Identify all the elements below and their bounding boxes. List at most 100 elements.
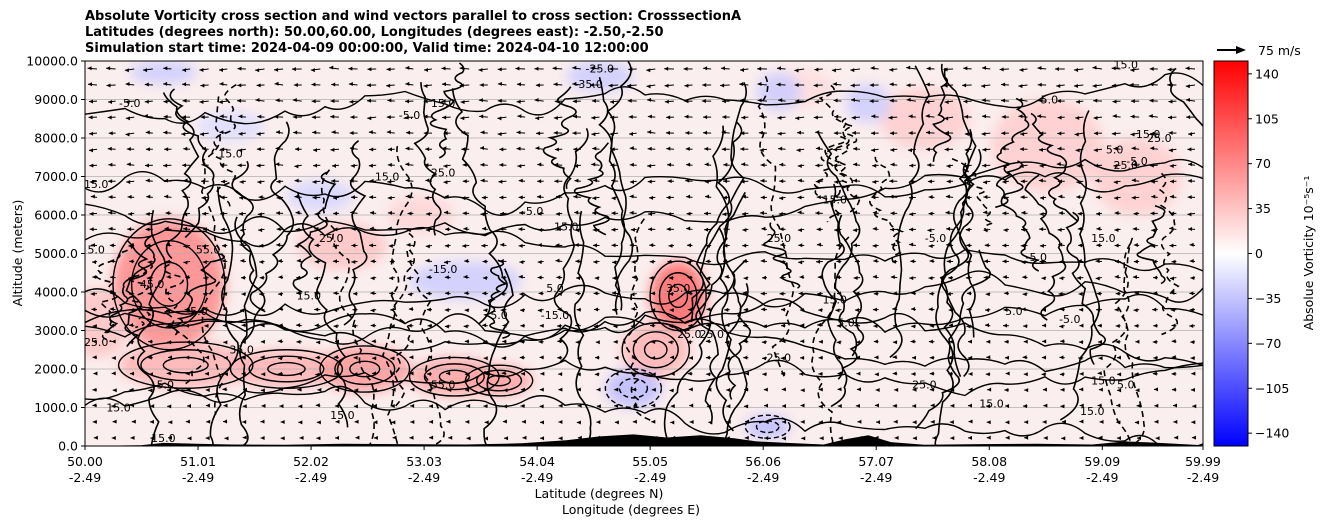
wind-vector-head	[818, 355, 823, 360]
wind-vector-head	[255, 98, 260, 103]
contour-label: 15.0	[823, 294, 848, 307]
wind-vector-head	[1153, 355, 1158, 360]
contour-ring	[632, 331, 679, 369]
wind-vector-head	[202, 227, 207, 232]
wind-vector-head	[780, 323, 785, 328]
contour-label: 15.0	[297, 290, 322, 303]
wind-vector-head	[1039, 131, 1044, 136]
wind-vector-head	[333, 227, 338, 232]
wind-vector-head	[703, 115, 708, 120]
wind-vector-head	[595, 355, 600, 360]
wind-vector-head	[295, 210, 300, 215]
wind-vector-head	[1190, 340, 1195, 345]
wind-vector-head	[779, 275, 784, 280]
wind-vector-head	[259, 260, 264, 265]
wind-vector-head	[670, 404, 675, 409]
wind-vector-head	[520, 323, 525, 328]
wind-vector-head	[797, 195, 802, 200]
wind-vector-head	[296, 339, 301, 344]
wind-vector-head	[577, 356, 582, 361]
wind-vector-head	[612, 276, 617, 281]
wind-vector-head	[876, 420, 881, 425]
wind-vector-head	[554, 147, 559, 152]
wind-vector-head	[576, 275, 581, 280]
wind-vector-head	[259, 243, 264, 248]
wind-vector-head	[278, 307, 283, 312]
wind-vector-head	[1057, 115, 1062, 120]
contour-line	[85, 158, 1203, 248]
contour-line	[695, 191, 746, 425]
wind-vector-head	[291, 67, 296, 72]
wind-vector-head	[1060, 404, 1065, 409]
wind-vector-head	[352, 324, 357, 329]
wind-vector-head	[90, 291, 95, 296]
wind-vector-head	[315, 403, 320, 408]
wind-vector-head	[1059, 355, 1064, 360]
wind-vector-head	[150, 404, 155, 409]
wind-vector-head	[90, 243, 95, 248]
wind-vector-head	[237, 163, 242, 168]
wind-vector-head	[540, 371, 545, 376]
wind-vector-head	[760, 258, 765, 263]
wind-vector-head	[797, 178, 802, 183]
wind-vector-head	[1093, 131, 1098, 136]
wind-vector-head	[92, 387, 97, 392]
wind-vector-head	[816, 259, 821, 264]
wind-vector-head	[555, 211, 560, 216]
wind-vector-head	[593, 307, 598, 312]
wind-vector-head	[128, 340, 133, 345]
wind-vector-head	[815, 130, 820, 135]
wind-vector-head	[483, 308, 488, 313]
wind-vector-head	[855, 403, 860, 408]
wind-vector-head	[201, 162, 206, 167]
wind-vector-head	[591, 98, 596, 103]
wind-vector-head	[611, 178, 616, 183]
wind-vector-head	[536, 194, 541, 199]
wind-vector-head	[705, 194, 710, 199]
wind-vector-head	[278, 323, 283, 328]
wind-vector-head	[909, 163, 914, 168]
wind-vector-head	[407, 292, 412, 297]
wind-vector-head	[853, 162, 858, 167]
wind-vector-head	[834, 212, 839, 217]
wind-vector-head	[275, 98, 280, 103]
wind-vector-head	[148, 388, 153, 393]
wind-vector-head	[425, 227, 430, 232]
wind-vector-head	[464, 339, 469, 344]
wind-vector-head	[147, 291, 152, 296]
wind-vector-head	[260, 388, 265, 393]
wind-vector-head	[1173, 419, 1178, 424]
wind-vector-head	[594, 372, 599, 377]
wind-vector-head	[238, 131, 243, 136]
wind-vector-head	[497, 67, 502, 72]
wind-vector-head	[202, 244, 207, 249]
contour-label: -5.0	[153, 378, 174, 391]
contour-label: 5.0	[1005, 305, 1023, 318]
wind-vector-head	[854, 323, 859, 328]
wind-vector-head	[611, 227, 616, 232]
wind-vector-head	[667, 212, 672, 217]
wind-vector-head	[667, 259, 672, 264]
wind-vector-head	[204, 323, 209, 328]
wind-vector-head	[292, 97, 297, 102]
contour-label: 25.0	[767, 232, 792, 245]
y-tick-label: 2000.0	[34, 362, 78, 377]
wind-vector-head	[800, 403, 805, 408]
wind-vector-head	[1132, 274, 1137, 279]
wind-vector-head	[557, 339, 562, 344]
wind-vector-head	[1056, 83, 1061, 88]
x-tick-label-longitude: -2.49	[634, 470, 666, 485]
wind-vector-head	[406, 242, 411, 247]
wind-vector-head	[131, 419, 136, 424]
wind-vector-head	[466, 436, 471, 441]
wind-vector-head	[1056, 98, 1061, 103]
wind-vector-head	[1150, 211, 1155, 216]
wind-vector-head	[258, 195, 263, 200]
wind-vector-head	[908, 131, 913, 136]
wind-vector-head	[480, 178, 485, 183]
wind-vector-head	[873, 339, 878, 344]
wind-vector-head	[366, 83, 371, 88]
wind-vector-head	[499, 258, 504, 263]
wind-vector-head	[314, 323, 319, 328]
wind-vector-head	[557, 355, 562, 360]
